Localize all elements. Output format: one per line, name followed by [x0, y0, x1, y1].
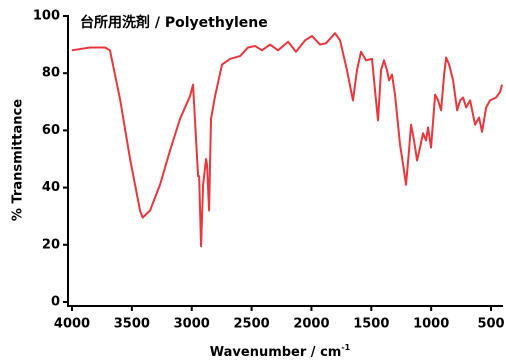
y-tick-label: 80	[42, 66, 60, 81]
x-tick-label: 1000	[413, 317, 449, 332]
x-tick-label: 1500	[353, 317, 389, 332]
x-tick-label: 3500	[114, 317, 150, 332]
y-tick-label: 40	[42, 180, 60, 195]
x-tick-label: 3000	[174, 317, 210, 332]
chart-title: 台所用洗剤 / Polyethylene	[80, 14, 268, 31]
x-tick-label: 500	[477, 317, 504, 332]
y-tick-label: 0	[51, 295, 60, 310]
x-axis-label-text: Wavenumber / cm	[210, 345, 342, 360]
y-tick-label: 20	[42, 237, 60, 252]
x-tick-label: 2500	[233, 317, 269, 332]
x-tick-label: 2000	[293, 317, 329, 332]
x-axis-label: Wavenumber / cm-1	[210, 343, 351, 360]
y-tick-label: 100	[33, 9, 60, 24]
x-tick-label: 4000	[54, 317, 90, 332]
spectrum-line	[71, 32, 504, 248]
y-axis-label: % Transmittance	[11, 99, 26, 221]
y-tick-label: 60	[42, 123, 60, 138]
x-axis-label-superscript: -1	[341, 343, 350, 352]
